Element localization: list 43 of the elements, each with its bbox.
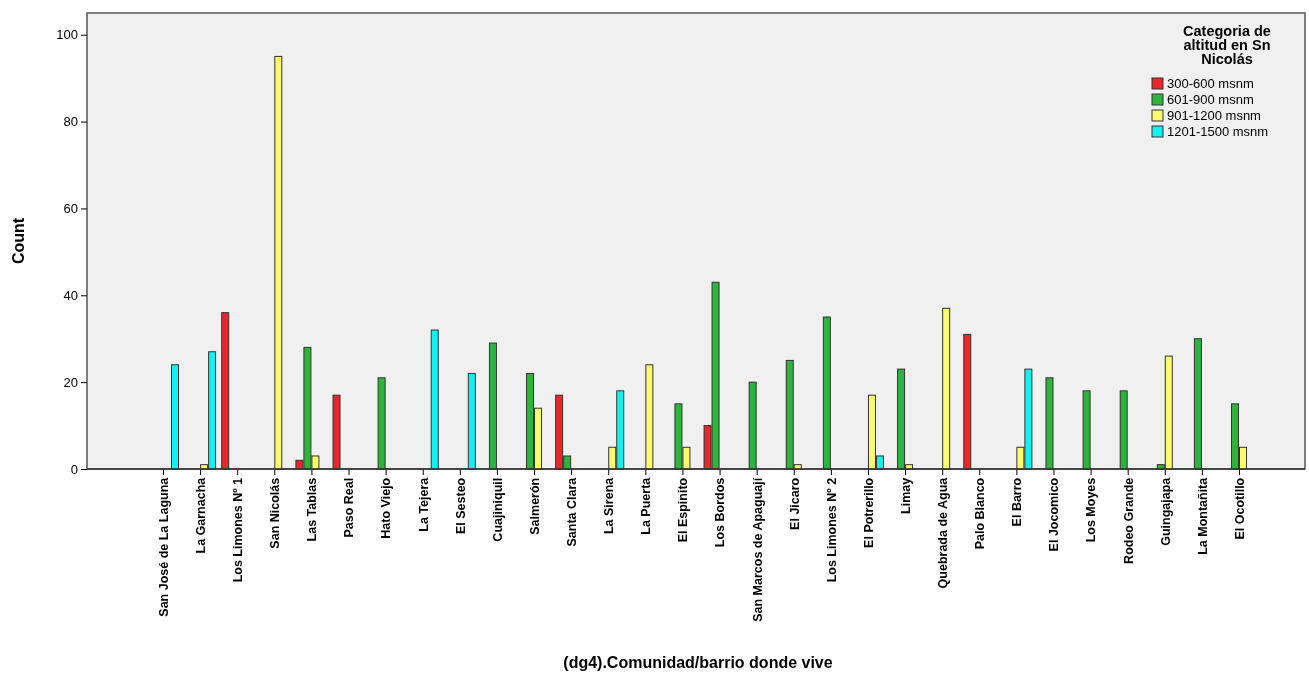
x-tick-label: Rodeo Grande	[1121, 477, 1136, 564]
legend-title: Categoria de altitud en Sn Nicolás	[1183, 23, 1271, 67]
legend-label: 1201-1500 msnm	[1167, 124, 1269, 139]
y-tick-label: 40	[63, 287, 78, 303]
x-tick-label: La Puerta	[639, 476, 654, 535]
x-tick-label: Cuajiniquil	[490, 477, 505, 542]
x-tick-label: Guingajapa	[1158, 476, 1173, 546]
x-tick-label: Los Bordos	[713, 477, 728, 548]
legend-label: 300-600 msnm	[1167, 76, 1254, 91]
x-tick-label: El Barro	[1010, 477, 1025, 527]
y-tick-label: 60	[63, 201, 78, 217]
x-tick-label: Los Limones Nº 1	[231, 477, 246, 583]
x-tick-label: La Tejera	[416, 476, 431, 532]
x-tick-label: Paso Real	[342, 477, 357, 538]
x-tick-label: Palo Blanco	[973, 477, 988, 550]
x-tick-label: Limay	[898, 477, 913, 514]
x-tick-label: La Montañita	[1195, 476, 1210, 555]
x-tick-label: Los Limones Nº 2	[824, 477, 839, 583]
y-tick-label: 20	[63, 374, 78, 390]
x-tick-label: Los Moyes	[1084, 477, 1099, 543]
x-tick-label: Las Tablas	[305, 477, 320, 542]
x-tick-label: San Nicolás	[268, 477, 283, 549]
x-tick-label: El Espinito	[676, 477, 691, 543]
x-tick-label: Santa Clara	[565, 476, 580, 547]
x-tick-label: La Sirena	[602, 476, 617, 535]
y-tick-label: 100	[56, 27, 78, 43]
x-tick-label: La Garnacha	[193, 476, 208, 554]
x-tick-label: San Marcos de Apaguají	[750, 477, 765, 622]
legend-label: 901-1200 msnm	[1167, 108, 1261, 123]
x-tick-label: El Potrerillo	[861, 477, 876, 548]
y-tick-label: 80	[63, 114, 78, 130]
y-axis-title: Count	[10, 217, 27, 265]
x-tick-label: Salmerón	[527, 477, 542, 535]
x-tick-label: El Sesteo	[453, 477, 468, 535]
y-tick-label: 0	[70, 461, 78, 477]
x-tick-label: El Ocotillo	[1232, 477, 1247, 540]
x-tick-label: El Jocomico	[1047, 477, 1062, 552]
legend-label: 601-900 msnm	[1167, 92, 1254, 107]
x-tick-label: Hato Viejo	[379, 477, 394, 539]
x-tick-label: El Jicaro	[787, 477, 802, 530]
x-tick-label: San José de La Laguna	[156, 476, 171, 617]
x-tick-label: Quebrada de Agua	[936, 476, 951, 589]
x-axis-title: (dg4).Comunidad/barrio donde vive	[563, 654, 833, 671]
